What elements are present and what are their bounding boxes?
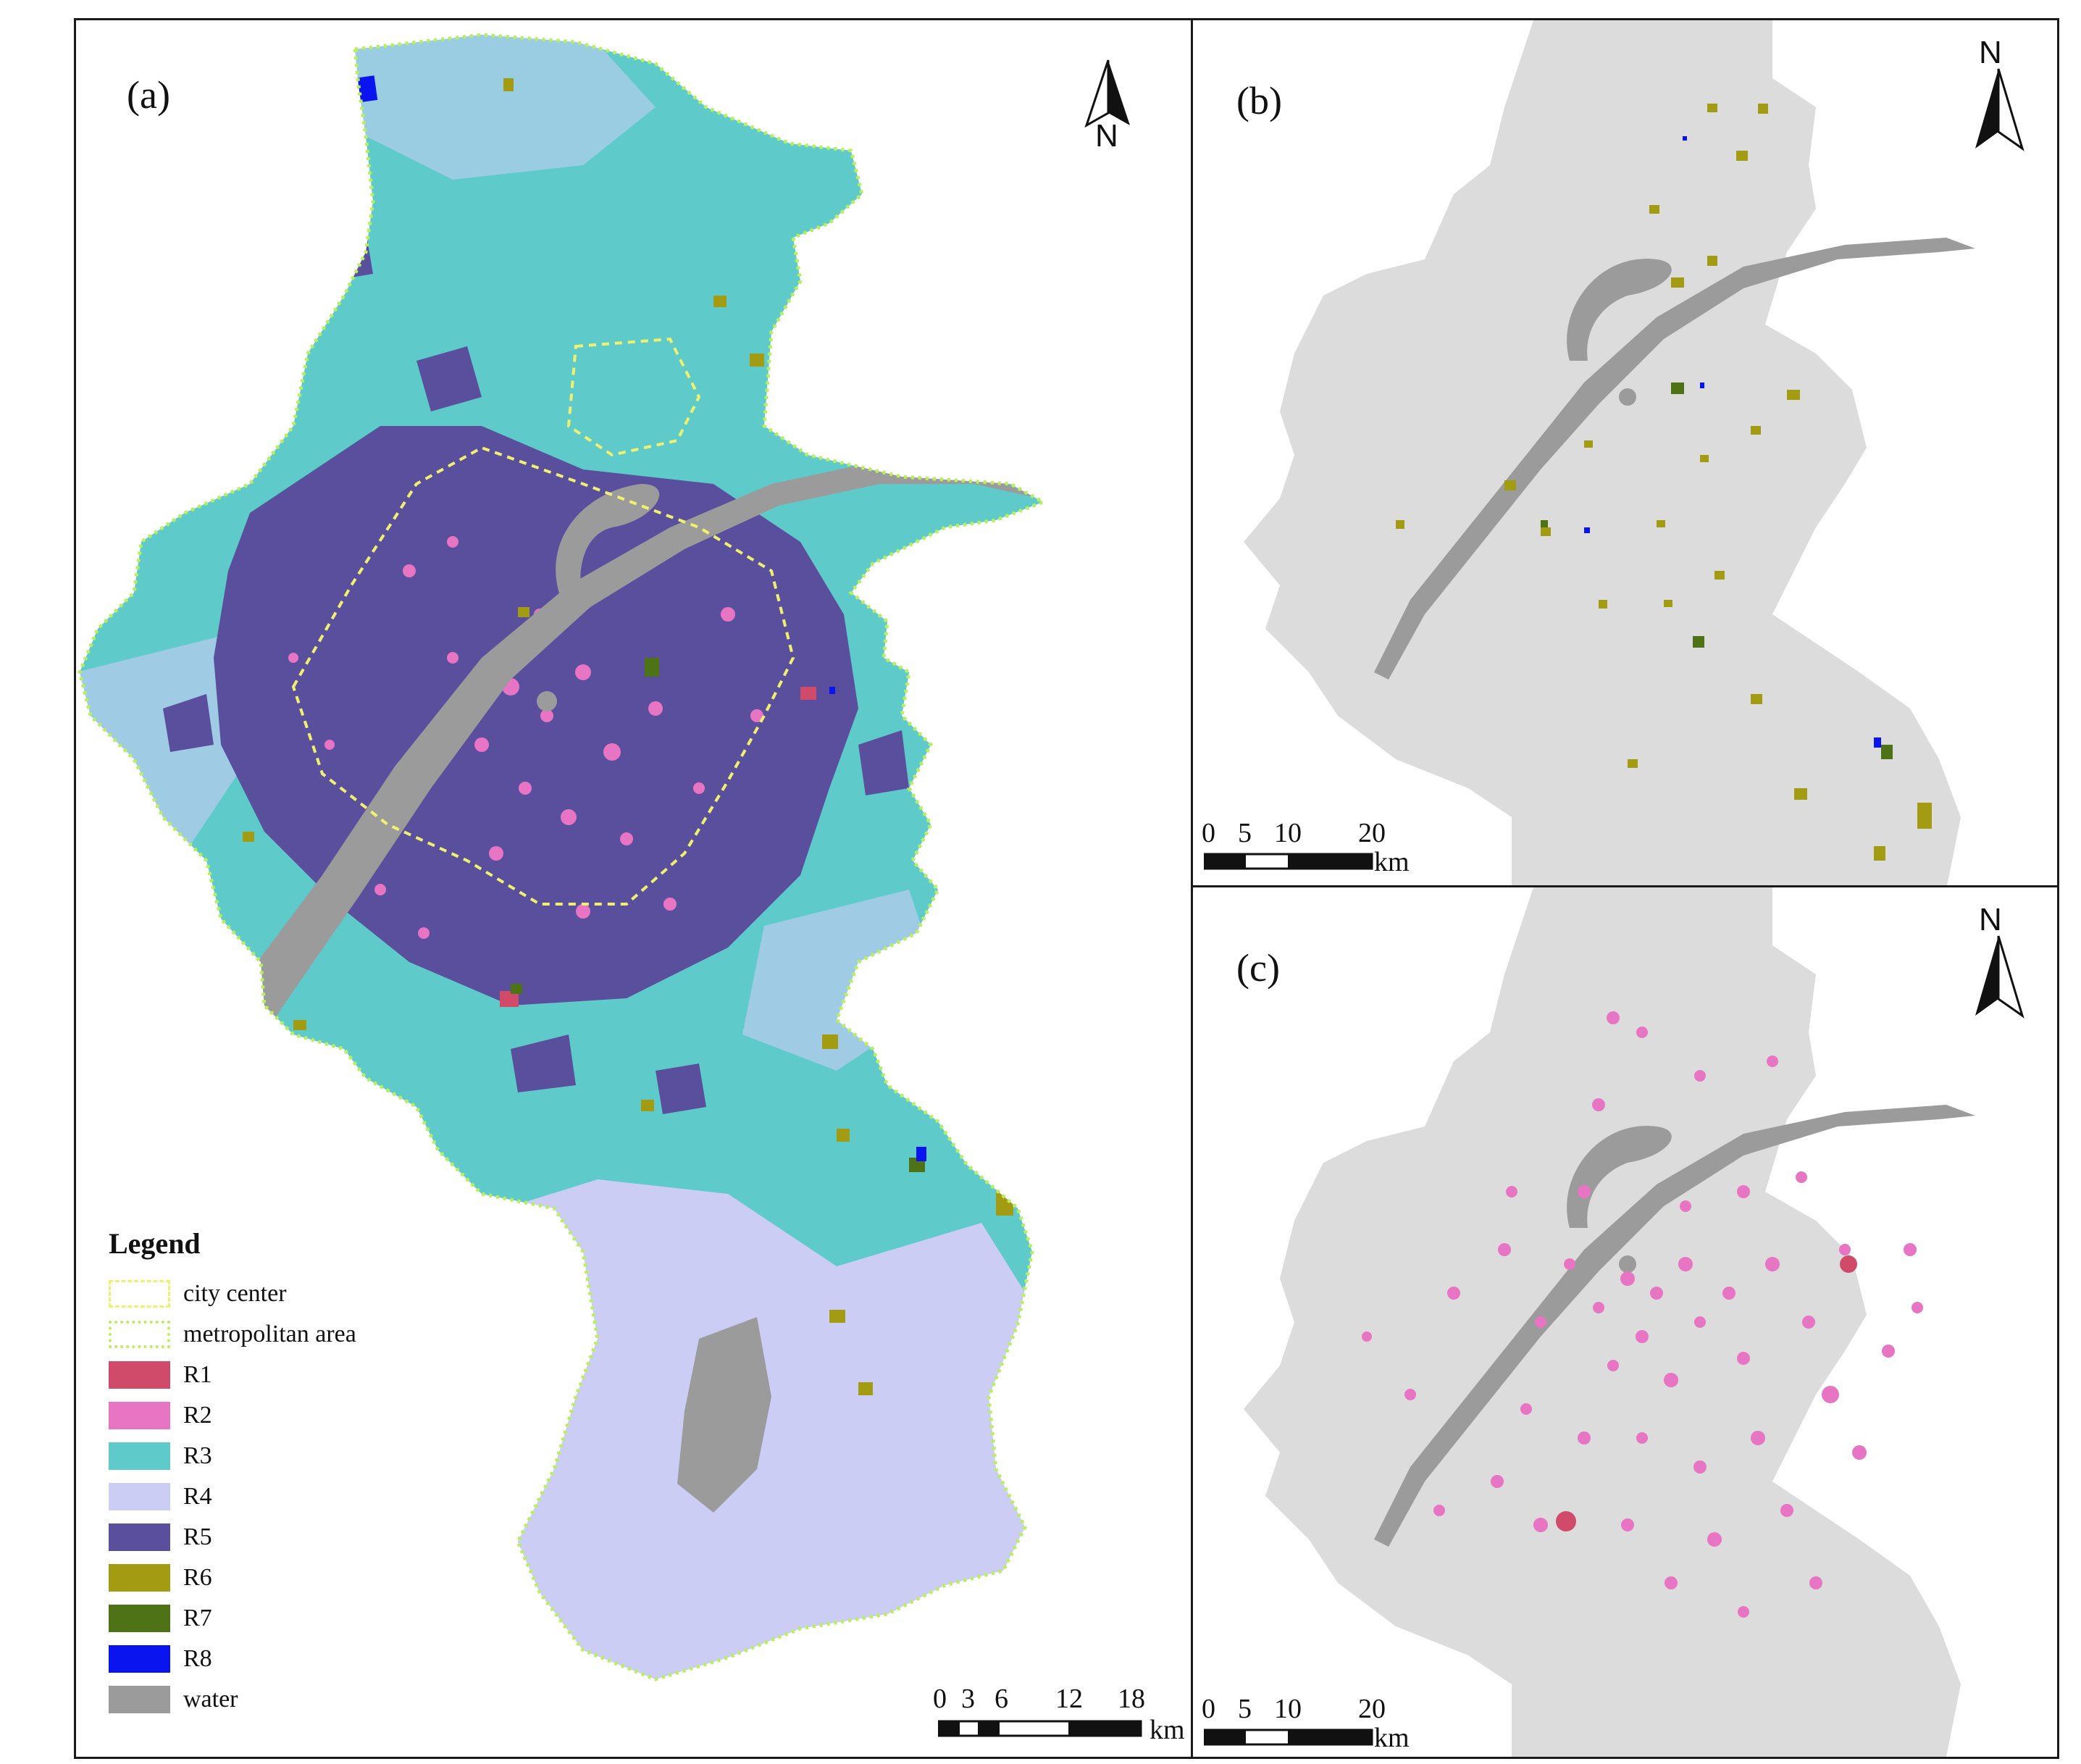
region-r4-north xyxy=(351,35,656,180)
legend-item: R4 xyxy=(109,1476,413,1517)
panel-c-label: (c) xyxy=(1236,946,1280,990)
legend-swatch xyxy=(109,1442,170,1470)
r6-patches-b xyxy=(1396,104,1932,861)
legend-item: R2 xyxy=(109,1395,413,1436)
legend-swatch xyxy=(109,1605,170,1632)
scale-tick: 6 xyxy=(995,1684,1008,1714)
legend-label: R4 xyxy=(183,1483,212,1510)
legend-swatch xyxy=(109,1361,170,1389)
legend-swatch xyxy=(109,1280,170,1308)
legend-item: city center xyxy=(109,1274,413,1314)
scale-tick: 18 xyxy=(1118,1684,1145,1714)
legend-label: R8 xyxy=(183,1645,212,1672)
region-r6-patches xyxy=(243,78,1013,1395)
scale-bar xyxy=(1204,1729,1373,1746)
legend-item: R3 xyxy=(109,1436,413,1476)
legend-label: city center xyxy=(183,1280,287,1307)
scale-tick: 12 xyxy=(1055,1684,1083,1714)
study-area-b xyxy=(1244,20,1961,885)
r1-patches-c xyxy=(1556,1255,1857,1531)
panel-a-map: (a) N Legend city center metropolitan are… xyxy=(74,18,1193,1759)
legend-item: R7 xyxy=(109,1598,413,1639)
panel-c-map: (c) N 0 5 10 20 km xyxy=(1191,885,2059,1759)
legend-label: R2 xyxy=(183,1402,212,1429)
legend-item: water xyxy=(109,1679,413,1720)
north-label-b: N xyxy=(1979,35,2002,70)
city-center-outline xyxy=(291,446,795,906)
legend-item: metropolitan area xyxy=(109,1314,413,1355)
region-r7-patches xyxy=(511,658,925,1172)
scale-tick: 5 xyxy=(1238,1694,1252,1724)
region-r5-patches xyxy=(163,230,909,1114)
scale-unit: km xyxy=(1374,847,1410,877)
water-river xyxy=(206,462,1039,1071)
panel-a-label: (a) xyxy=(127,73,170,117)
legend-label: R7 xyxy=(183,1605,212,1631)
r8-patches-b xyxy=(1584,136,1881,748)
water-lake xyxy=(677,1317,771,1513)
r7-patches-b xyxy=(1541,383,1893,759)
legend-swatch xyxy=(109,1321,170,1348)
scale-bar xyxy=(1204,853,1373,870)
study-area-c xyxy=(1244,887,1961,1757)
water-c xyxy=(1374,1105,1975,1547)
legend-swatch xyxy=(109,1483,170,1510)
legend: Legend city center metropolitan area R1 R2 R… xyxy=(109,1226,413,1720)
scale-tick: 0 xyxy=(933,1684,947,1714)
legend-label: R6 xyxy=(183,1564,212,1591)
legend-swatch xyxy=(109,1523,170,1551)
map-b-canvas xyxy=(1244,20,1975,885)
north-arrow-icon xyxy=(1975,68,2025,151)
legend-list: city center metropolitan area R1 R2 R3 R4 R5 R6… xyxy=(109,1274,413,1720)
legend-label: water xyxy=(183,1686,238,1713)
water-river-bend xyxy=(556,484,660,600)
legend-swatch xyxy=(109,1402,170,1429)
panel-b-label: (b) xyxy=(1236,79,1282,122)
legend-item: R1 xyxy=(109,1355,413,1395)
scale-tick: 3 xyxy=(961,1684,975,1714)
north-arrow-icon xyxy=(1975,935,2025,1019)
region-r8-patches xyxy=(355,75,926,1161)
region-r2-speckle xyxy=(288,536,763,939)
legend-label: R3 xyxy=(183,1442,212,1469)
legend-title: Legend xyxy=(109,1227,201,1260)
legend-swatch xyxy=(109,1686,170,1713)
scale-tick: 10 xyxy=(1274,1694,1302,1724)
north-label-c: N xyxy=(1979,902,2002,937)
legend-label: R1 xyxy=(183,1361,212,1388)
legend-swatch xyxy=(109,1645,170,1673)
north-arrow-icon xyxy=(1084,59,1130,128)
north-label: N xyxy=(1095,118,1118,154)
scale-bar xyxy=(938,1720,1142,1737)
scale-unit: km xyxy=(1150,1715,1185,1745)
scale-tick: 0 xyxy=(1202,818,1215,848)
scale-tick: 0 xyxy=(1202,1694,1215,1724)
water-pond xyxy=(537,691,557,711)
legend-swatch xyxy=(109,1564,170,1592)
map-a-canvas xyxy=(76,20,1193,1759)
scale-unit: km xyxy=(1374,1723,1410,1753)
legend-label: R5 xyxy=(183,1523,212,1550)
scale-tick: 5 xyxy=(1238,818,1252,848)
legend-item: R6 xyxy=(109,1558,413,1598)
panel-b-map: (b) N 0 5 10 20 km xyxy=(1191,18,2059,887)
legend-label: metropolitan area xyxy=(183,1321,356,1347)
legend-item: R8 xyxy=(109,1639,413,1679)
r2-patches-c xyxy=(1362,1011,1923,1618)
scale-tick: 20 xyxy=(1358,818,1386,848)
legend-item: R5 xyxy=(109,1517,413,1558)
scale-tick: 20 xyxy=(1358,1694,1386,1724)
scale-tick: 10 xyxy=(1274,818,1302,848)
region-r4-south xyxy=(438,1179,1043,1679)
water-b xyxy=(1374,238,1975,680)
city-center-north xyxy=(566,337,701,457)
map-c-canvas xyxy=(1244,887,1975,1757)
